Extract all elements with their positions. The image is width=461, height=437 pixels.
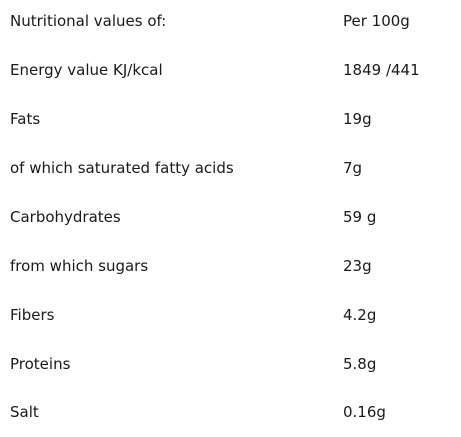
nutrient-label: Proteins <box>10 355 71 373</box>
header-label: Nutritional values of: <box>10 12 167 30</box>
table-row-carbohydrates: Carbohydrates 59 g <box>0 205 461 229</box>
nutrient-label: Energy value KJ/kcal <box>10 61 163 79</box>
table-row-fats: Fats 19g <box>0 107 461 131</box>
nutrient-label: from which sugars <box>10 257 149 275</box>
table-row-salt: Salt 0.16g <box>0 400 461 424</box>
nutrient-value: 19g <box>343 110 372 128</box>
nutrient-value: 4.2g <box>343 306 377 324</box>
nutrient-value: 1849 /441 <box>343 61 420 79</box>
table-header-row: Nutritional values of: Per 100g <box>0 9 461 33</box>
table-row-proteins: Proteins 5.8g <box>0 352 461 376</box>
nutrient-value: 5.8g <box>343 355 377 373</box>
table-row-fibers: Fibers 4.2g <box>0 303 461 327</box>
nutrient-value: 0.16g <box>343 403 386 421</box>
table-row-energy: Energy value KJ/kcal 1849 /441 <box>0 58 461 82</box>
table-row-sugars: from which sugars 23g <box>0 254 461 278</box>
nutrient-label: Salt <box>10 403 39 421</box>
table-row-saturated-fats: of which saturated fatty acids 7g <box>0 156 461 180</box>
nutrient-label: Fibers <box>10 306 55 324</box>
nutrient-value: 7g <box>343 159 363 177</box>
nutrient-value: 23g <box>343 257 372 275</box>
nutrient-label: Fats <box>10 110 41 128</box>
nutrient-label: of which saturated fatty acids <box>10 159 234 177</box>
nutrient-label: Carbohydrates <box>10 208 121 226</box>
header-value: Per 100g <box>343 12 410 30</box>
nutrient-value: 59 g <box>343 208 377 226</box>
